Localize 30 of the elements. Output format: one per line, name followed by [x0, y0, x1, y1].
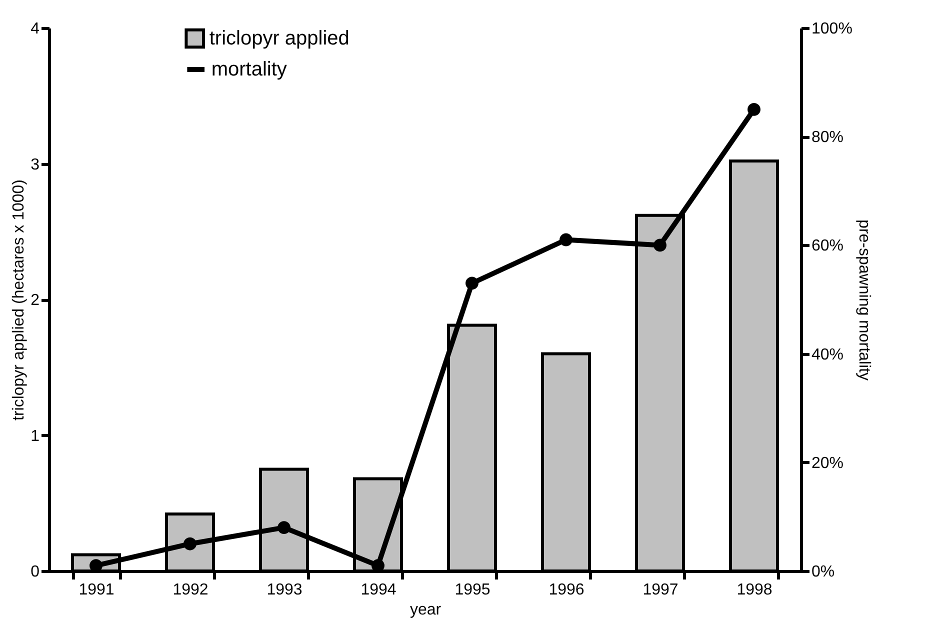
x-tick-label: 1997 [642, 582, 678, 598]
legend-label: triclopyr applied [209, 28, 350, 50]
y2-tick-label: 0% [812, 564, 835, 580]
point [184, 537, 196, 550]
y-tick-label: 3 [30, 156, 40, 174]
x-tick-label: 1991 [78, 582, 114, 598]
x-tick-label: 1994 [360, 582, 396, 598]
legend-label: mortality [211, 58, 287, 80]
y2-tick-label: 80% [812, 129, 844, 146]
y-tick-label: 4 [30, 20, 40, 38]
y2-axis-title: pre-spawning mortality [855, 220, 872, 380]
y2-tick-label: 60% [812, 238, 844, 255]
point [466, 276, 478, 290]
x-tick-label: 1998 [736, 582, 772, 598]
y2-tick-label: 20% [812, 454, 844, 472]
point [748, 102, 760, 116]
x-tick-label: 1996 [548, 582, 584, 598]
point [278, 521, 290, 534]
point [654, 238, 666, 252]
y2-tick-label: 100% [812, 20, 852, 38]
y-tick-label: 2 [30, 292, 40, 309]
point [560, 233, 572, 246]
y-tick-label: 0 [30, 564, 40, 580]
y2-tick-label: 40% [812, 346, 844, 364]
x-tick-label: 1993 [266, 582, 302, 598]
x-tick-label: 1995 [454, 582, 490, 598]
x-tick-label: 1992 [172, 582, 208, 598]
x-axis-title: year [410, 602, 442, 618]
y-tick-label: 1 [30, 428, 40, 445]
y-axis-title: triclopyr applied (hectares x 1000) [10, 179, 28, 421]
